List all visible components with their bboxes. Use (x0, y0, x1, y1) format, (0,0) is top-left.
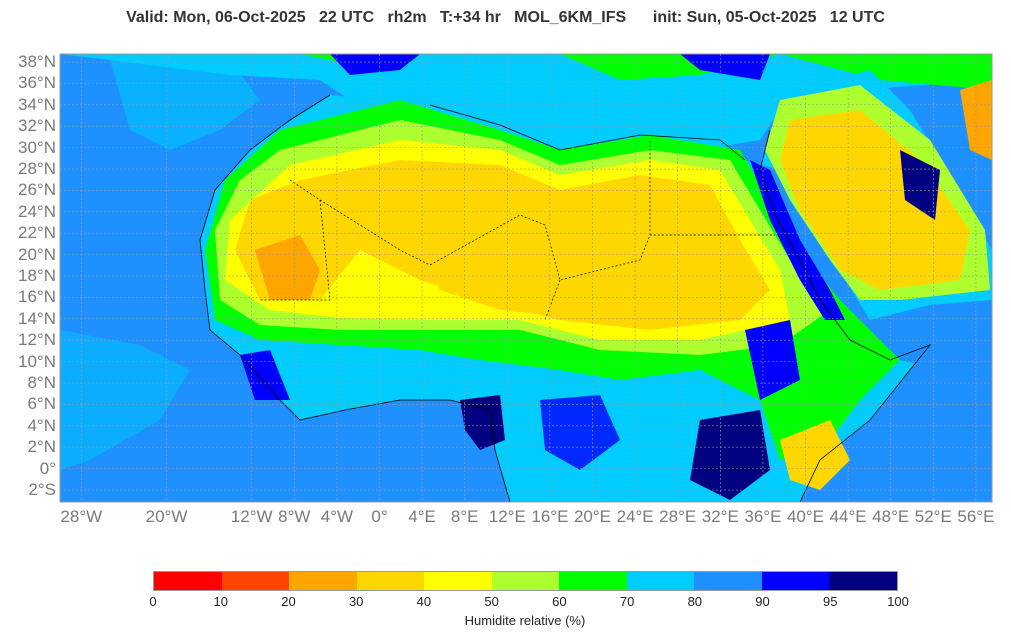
lat-label: 2°S (28, 480, 56, 500)
colorbar-swatch (829, 572, 898, 590)
lon-label: 24°E (616, 507, 654, 526)
colorbar-swatch (761, 572, 830, 590)
colorbar-tick-label: 10 (213, 594, 228, 609)
lon-label: 4°W (320, 507, 354, 526)
lat-label: 34°N (18, 94, 56, 114)
lon-label: 12°W (230, 507, 273, 526)
colorbar-tick-label: 50 (484, 594, 499, 609)
colorbar-swatch (424, 572, 492, 590)
lat-label: 38°N (18, 52, 56, 72)
graticule (60, 54, 992, 502)
colorbar-tick-label: 60 (552, 594, 567, 609)
lon-label: 40°E (786, 507, 825, 526)
lat-label: 24°N (18, 201, 56, 221)
country-borders (260, 140, 775, 321)
lon-label: 16°E (531, 507, 569, 526)
lat-label: 36°N (18, 73, 56, 93)
lon-label: 20°W (145, 507, 188, 526)
lon-label: 8°E (450, 507, 479, 526)
colorbar-tick-label: 90 (755, 594, 770, 609)
colorbar-swatch (289, 572, 357, 590)
lat-label: 12°N (18, 330, 56, 350)
lon-label: 44°E (829, 507, 867, 526)
colorbar-title: Humidite relative (%) (464, 613, 586, 628)
colorbar (153, 571, 898, 591)
colorbar-tick-label: 0 (149, 594, 157, 609)
lat-label: 26°N (18, 180, 56, 200)
lon-label: 28°W (60, 507, 103, 526)
colorbar-tick-label: 30 (348, 594, 364, 609)
lon-label: 8°W (278, 507, 311, 526)
colorbar-swatch (559, 572, 627, 590)
colorbar-tick-label: 20 (281, 594, 296, 609)
colorbar-swatch (154, 572, 222, 590)
colorbar-swatch (694, 572, 762, 590)
lon-label: 4°E (408, 507, 436, 526)
lat-label: 0° (39, 458, 56, 478)
lat-label: 6°N (27, 394, 56, 414)
colorbar-tick-label: 100 (887, 594, 909, 609)
lat-label: 2°N (27, 437, 56, 457)
colorbar-swatch (491, 572, 560, 590)
lat-label: 30°N (18, 137, 56, 157)
lat-label: 10°N (18, 351, 56, 371)
lat-label: 22°N (18, 223, 56, 243)
lat-label: 28°N (18, 159, 56, 179)
colorbar-tick-label: 80 (687, 594, 703, 609)
colorbar-swatch (626, 572, 695, 590)
lat-label: 18°N (18, 266, 56, 286)
map-title: Valid: Mon, 06-Oct-2025 22 UTC rh2m T:+3… (126, 9, 885, 26)
lon-label: 12°E (488, 507, 526, 526)
lon-label: 28°E (659, 507, 697, 526)
colorbar-tick-label: 70 (619, 594, 635, 609)
colorbar-tick-label: 95 (823, 594, 838, 609)
lat-label: 14°N (18, 308, 56, 328)
lat-label: 8°N (27, 373, 56, 393)
colorbar-swatch (221, 572, 290, 590)
lat-label: 4°N (27, 415, 56, 435)
lon-label: 52°E (914, 507, 952, 526)
lon-label: 56°E (957, 507, 995, 526)
lon-label: 20°E (573, 507, 612, 526)
lon-label: 36°E (744, 507, 782, 526)
lon-label: 48°E (872, 507, 910, 526)
colorbar-tick-label: 40 (416, 594, 432, 609)
colorbar-swatch (356, 572, 425, 590)
lat-label: 16°N (18, 287, 56, 307)
lat-label: 20°N (18, 244, 56, 264)
lat-label: 32°N (18, 116, 56, 136)
lon-label: 32°E (701, 507, 739, 526)
lon-label: 0° (371, 507, 388, 526)
